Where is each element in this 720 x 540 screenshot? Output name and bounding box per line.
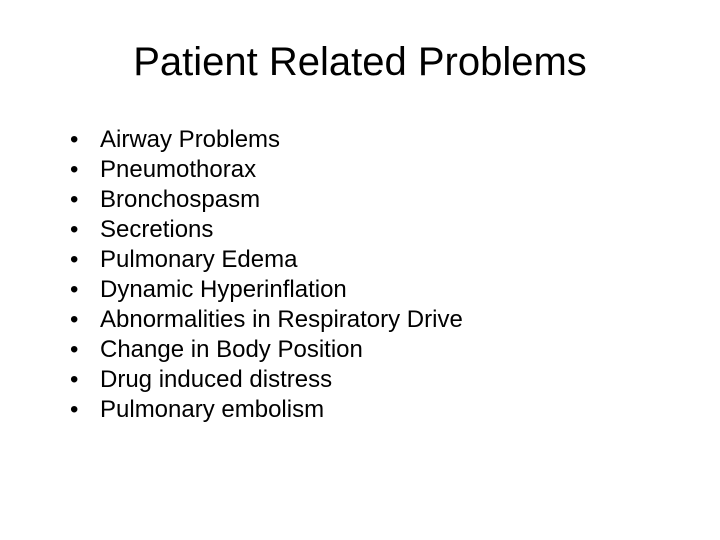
bullet-icon: • — [70, 305, 100, 335]
bullet-icon: • — [70, 395, 100, 425]
slide-title: Patient Related Problems — [50, 40, 670, 85]
bullet-icon: • — [70, 215, 100, 245]
bullet-list: • Airway Problems • Pneumothorax • Bronc… — [50, 125, 670, 425]
bullet-icon: • — [70, 185, 100, 215]
bullet-icon: • — [70, 365, 100, 395]
list-item-text: Secretions — [100, 215, 670, 245]
list-item: • Airway Problems — [70, 125, 670, 155]
slide-container: Patient Related Problems • Airway Proble… — [0, 0, 720, 540]
list-item: • Drug induced distress — [70, 365, 670, 395]
bullet-icon: • — [70, 335, 100, 365]
list-item-text: Change in Body Position — [100, 335, 670, 365]
bullet-icon: • — [70, 245, 100, 275]
list-item-text: Bronchospasm — [100, 185, 670, 215]
list-item-text: Abnormalities in Respiratory Drive — [100, 305, 670, 335]
list-item: • Secretions — [70, 215, 670, 245]
list-item: • Pneumothorax — [70, 155, 670, 185]
list-item-text: Drug induced distress — [100, 365, 670, 395]
list-item: • Pulmonary Edema — [70, 245, 670, 275]
list-item: • Change in Body Position — [70, 335, 670, 365]
list-item: • Bronchospasm — [70, 185, 670, 215]
list-item-text: Pulmonary embolism — [100, 395, 670, 425]
bullet-icon: • — [70, 275, 100, 305]
list-item: • Pulmonary embolism — [70, 395, 670, 425]
list-item-text: Pulmonary Edema — [100, 245, 670, 275]
list-item-text: Pneumothorax — [100, 155, 670, 185]
list-item: • Abnormalities in Respiratory Drive — [70, 305, 670, 335]
list-item: • Dynamic Hyperinflation — [70, 275, 670, 305]
bullet-icon: • — [70, 155, 100, 185]
bullet-icon: • — [70, 125, 100, 155]
list-item-text: Dynamic Hyperinflation — [100, 275, 670, 305]
list-item-text: Airway Problems — [100, 125, 670, 155]
